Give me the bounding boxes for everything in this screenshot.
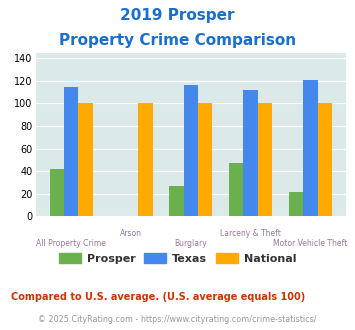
Text: All Property Crime: All Property Crime [36, 239, 106, 248]
Text: Burglary: Burglary [174, 239, 207, 248]
Text: © 2025 CityRating.com - https://www.cityrating.com/crime-statistics/: © 2025 CityRating.com - https://www.city… [38, 315, 317, 324]
Text: Compared to U.S. average. (U.S. average equals 100): Compared to U.S. average. (U.S. average … [11, 292, 305, 302]
Bar [78, 104, 93, 216]
Bar [258, 104, 272, 216]
Text: Arson: Arson [120, 229, 142, 238]
Bar [244, 90, 258, 216]
Text: 2019 Prosper: 2019 Prosper [120, 8, 235, 23]
Legend: Prosper, Texas, National: Prosper, Texas, National [54, 248, 301, 268]
Bar [184, 85, 198, 216]
Bar [289, 192, 303, 216]
Text: Larceny & Theft: Larceny & Theft [220, 229, 281, 238]
Bar [303, 80, 318, 216]
Bar [50, 169, 64, 216]
Bar [198, 104, 212, 216]
Text: Property Crime Comparison: Property Crime Comparison [59, 33, 296, 48]
Bar [318, 104, 332, 216]
Text: Motor Vehicle Theft: Motor Vehicle Theft [273, 239, 348, 248]
Bar [229, 163, 244, 216]
Bar [138, 104, 153, 216]
Bar [64, 86, 78, 216]
Bar [169, 186, 184, 216]
